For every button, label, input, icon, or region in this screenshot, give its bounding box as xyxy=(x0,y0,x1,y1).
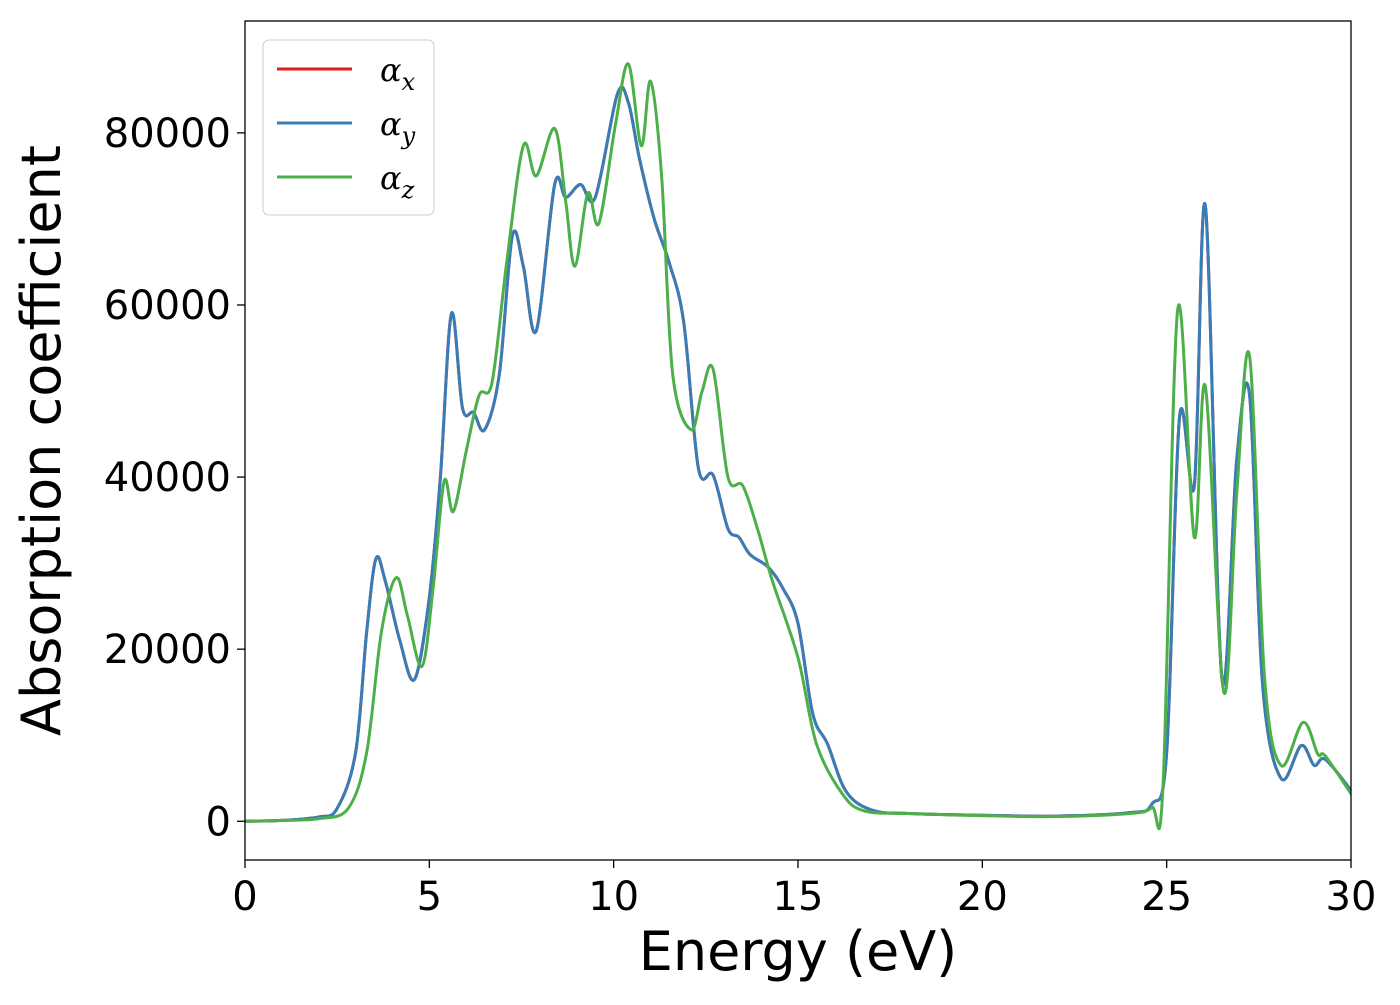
series-line-z xyxy=(245,62,1351,831)
x-axis-title: Energy (eV) xyxy=(639,920,958,983)
x-tick-label: 10 xyxy=(588,874,639,920)
x-tick-label: 30 xyxy=(1326,874,1377,920)
legend-box xyxy=(262,39,435,216)
x-tick-label: 5 xyxy=(417,874,442,920)
legend-label-subscript: y xyxy=(401,122,416,150)
x-tick-label: 0 xyxy=(232,874,257,920)
legend-label-base: α xyxy=(380,159,402,197)
x-tick-label: 25 xyxy=(1141,874,1192,920)
x-tick-label: 15 xyxy=(773,874,824,920)
y-tick-label: 20000 xyxy=(104,627,231,673)
legend-label-base: α xyxy=(380,51,402,89)
legend-label-z: αz xyxy=(380,159,415,204)
legend-label-subscript: z xyxy=(401,176,415,204)
y-tick-label: 80000 xyxy=(104,111,231,157)
y-tick-label: 40000 xyxy=(104,455,231,501)
x-tick-label: 20 xyxy=(957,874,1008,920)
legend-label-y: αy xyxy=(380,105,416,150)
legend-label-base: α xyxy=(380,105,402,143)
series-line-y xyxy=(245,85,1351,823)
series-layer xyxy=(245,62,1351,831)
y-tick-label: 60000 xyxy=(104,283,231,329)
legend-label-x: αx xyxy=(380,51,416,96)
y-axis-title: Absorption coefficient xyxy=(10,145,73,736)
legend-label-subscript: x xyxy=(402,68,416,96)
tick-layer: 0 5 10 15 20 25 30 0 20000 40000 60000 80000 xyxy=(104,111,1377,920)
y-tick-label: 0 xyxy=(206,799,231,845)
